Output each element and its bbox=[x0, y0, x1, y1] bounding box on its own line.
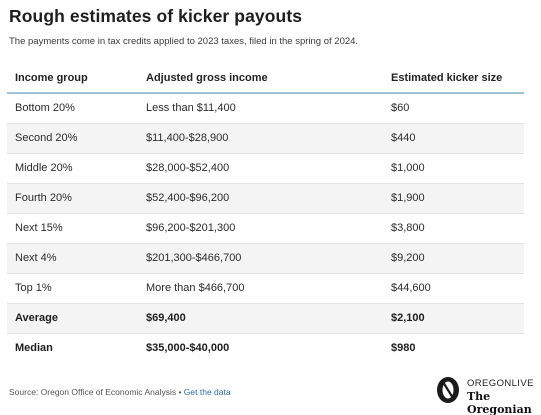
cell-kicker-size: $1,000 bbox=[383, 153, 524, 184]
cell-income-group: Bottom 20% bbox=[7, 93, 138, 124]
column-header-income-group: Income group bbox=[7, 63, 138, 94]
cell-adjusted-gross-income: $96,200-$201,300 bbox=[138, 213, 383, 244]
brand-oregonlive: OREGONLIVE bbox=[467, 378, 534, 389]
oregonian-o-logo-icon bbox=[437, 377, 459, 403]
cell-kicker-size: $60 bbox=[383, 93, 524, 124]
cell-kicker-size: $3,800 bbox=[383, 213, 524, 244]
column-header-estimated-kicker-size: Estimated kicker size bbox=[383, 63, 524, 94]
cell-adjusted-gross-income: More than $466,700 bbox=[138, 273, 383, 304]
table-row: Middle 20% $28,000-$52,400 $1,000 bbox=[7, 153, 524, 184]
cell-adjusted-gross-income: Less than $11,400 bbox=[138, 93, 383, 124]
table-row-average: Average $69,400 $2,100 bbox=[7, 303, 524, 334]
cell-kicker-size: $9,200 bbox=[383, 243, 524, 274]
table-row: Next 4% $201,300-$466,700 $9,200 bbox=[7, 243, 524, 274]
page-title: Rough estimates of kicker payouts bbox=[9, 6, 303, 26]
table-row: Next 15% $96,200-$201,300 $3,800 bbox=[7, 213, 524, 244]
cell-adjusted-gross-income: $201,300-$466,700 bbox=[138, 243, 383, 274]
cell-income-group: Top 1% bbox=[7, 273, 138, 304]
page-subtitle: The payments come in tax credits applied… bbox=[9, 36, 359, 47]
table-row: Top 1% More than $466,700 $44,600 bbox=[7, 273, 524, 304]
cell-adjusted-gross-income: $28,000-$52,400 bbox=[138, 153, 383, 184]
cell-adjusted-gross-income: $52,400-$96,200 bbox=[138, 183, 383, 214]
cell-adjusted-gross-income: $35,000-$40,000 bbox=[146, 342, 230, 355]
table-row-median: Median $35,000-$40,000 $980 bbox=[7, 333, 524, 363]
cell-kicker-size: $44,600 bbox=[383, 273, 524, 304]
table-row: Second 20% $11,400-$28,900 $440 bbox=[7, 123, 524, 154]
cell-adjusted-gross-income: $11,400-$28,900 bbox=[138, 123, 383, 154]
cell-income-group: Middle 20% bbox=[7, 153, 138, 184]
get-the-data-link[interactable]: Get the data bbox=[183, 387, 231, 397]
brand-the-oregonian: The Oregonian bbox=[467, 390, 532, 415]
cell-kicker-size: $980 bbox=[391, 342, 416, 355]
cell-income-group: Second 20% bbox=[7, 123, 138, 154]
kicker-payout-table: Income group Adjusted gross income Estim… bbox=[7, 63, 524, 363]
cell-kicker-size: $2,100 bbox=[383, 303, 524, 334]
cell-kicker-size: $1,900 bbox=[383, 183, 524, 214]
cell-adjusted-gross-income: $69,400 bbox=[138, 303, 383, 334]
source-note: Source: Oregon Office of Economic Analys… bbox=[9, 387, 231, 397]
column-header-adjusted-gross-income: Adjusted gross income bbox=[138, 63, 383, 94]
cell-income-group: Next 15% bbox=[7, 213, 138, 244]
source-separator: • bbox=[176, 387, 184, 397]
table-header-row: Income group Adjusted gross income Estim… bbox=[7, 63, 524, 94]
table-row: Fourth 20% $52,400-$96,200 $1,900 bbox=[7, 183, 524, 214]
table-row: Bottom 20% Less than $11,400 $60 bbox=[7, 93, 524, 124]
cell-income-group: Median bbox=[15, 342, 53, 355]
brand-logo: OREGONLIVE The Oregonian bbox=[434, 375, 534, 415]
cell-kicker-size: $440 bbox=[383, 123, 524, 154]
cell-income-group: Fourth 20% bbox=[7, 183, 138, 214]
source-text: Source: Oregon Office of Economic Analys… bbox=[9, 387, 177, 397]
cell-income-group: Average bbox=[7, 303, 138, 334]
cell-income-group: Next 4% bbox=[7, 243, 138, 274]
